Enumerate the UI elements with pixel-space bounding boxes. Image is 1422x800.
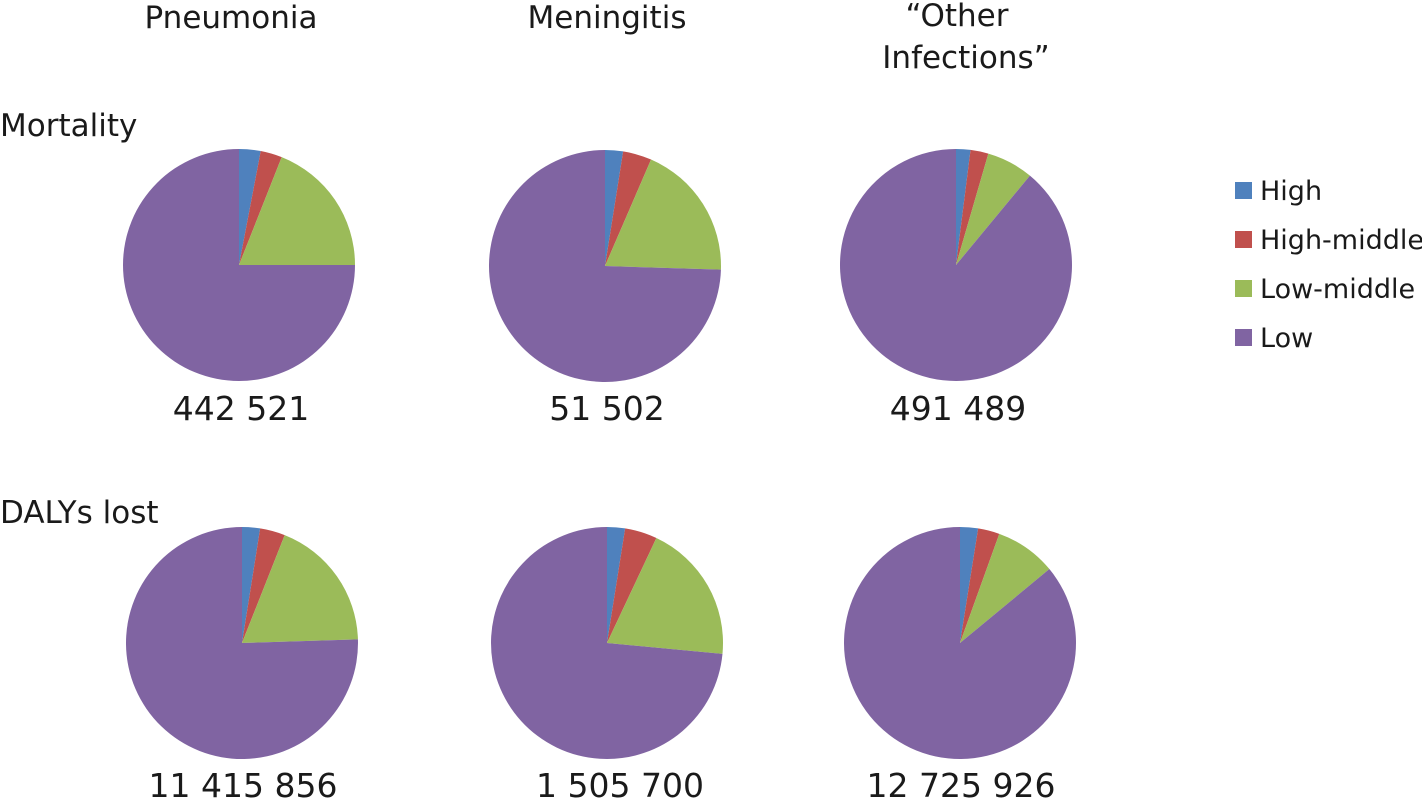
pie-slice-high-middle: [607, 528, 657, 643]
pie-slice-high-middle: [956, 149, 989, 265]
pie-slice-high: [956, 148, 971, 265]
pie-dalys-other-infections: [843, 527, 1076, 759]
row-title-mortality: Mortality: [0, 108, 137, 144]
pie-mortality-meningitis: [488, 150, 721, 382]
legend: High High-middle Low-middle Low: [1235, 176, 1422, 354]
pie-mortality-other-infections: [839, 148, 1072, 381]
pie-slice-low-middle: [607, 538, 724, 654]
pie-slice-high: [605, 150, 624, 266]
legend-swatch-low-middle: [1235, 280, 1252, 297]
legend-swatch-low: [1235, 329, 1252, 346]
pie-slice-low: [491, 527, 723, 759]
legend-swatch-high: [1235, 182, 1252, 199]
pie-slice-low: [125, 527, 358, 759]
pie-slice-low: [488, 150, 721, 382]
legend-label-low: Low: [1260, 323, 1313, 354]
pie-slice-low-middle: [239, 157, 355, 265]
pie-slice-low-middle: [605, 159, 721, 270]
pie-slice-high: [239, 149, 261, 265]
column-title-other-infections-line2: Infections”: [882, 40, 1049, 76]
column-title-pneumonia: Pneumonia: [145, 0, 318, 36]
pie-slice-high: [960, 527, 979, 643]
pie-slice-high-middle: [605, 151, 652, 266]
legend-label-low-middle: Low-middle: [1260, 274, 1415, 305]
total-mortality-pneumonia: 442 521: [173, 389, 309, 428]
row-title-dalys-lost: DALYs lost: [0, 495, 159, 531]
pie-slice-low-middle: [242, 535, 358, 643]
pie-slice-low: [123, 149, 355, 381]
legend-label-high-middle: High-middle: [1260, 225, 1422, 256]
pie-slice-high: [607, 527, 626, 643]
column-title-meningitis: Meningitis: [528, 0, 687, 36]
total-dalys-meningitis: 1 505 700: [536, 766, 704, 800]
total-mortality-meningitis: 51 502: [549, 389, 664, 428]
pie-slice-low-middle: [960, 533, 1050, 643]
pie-slice-low: [843, 527, 1076, 759]
pie-slice-high-middle: [960, 528, 1000, 643]
pie-slice-high-middle: [242, 528, 285, 643]
pie-slice-low-middle: [956, 153, 1030, 265]
pie-dalys-pneumonia: [125, 527, 358, 759]
pie-slice-low: [839, 149, 1072, 381]
pie-slice-high: [242, 527, 261, 643]
legend-label-high: High: [1260, 176, 1322, 207]
pie-mortality-pneumonia: [123, 149, 355, 381]
legend-swatch-high-middle: [1235, 231, 1252, 248]
pie-slice-high-middle: [239, 151, 282, 265]
total-dalys-pneumonia: 11 415 856: [149, 766, 338, 800]
total-dalys-other-infections: 12 725 926: [867, 766, 1056, 800]
pie-dalys-meningitis: [491, 527, 724, 759]
column-title-other-infections-line1: “Other: [906, 0, 1009, 34]
total-mortality-other-infections: 491 489: [890, 389, 1026, 428]
